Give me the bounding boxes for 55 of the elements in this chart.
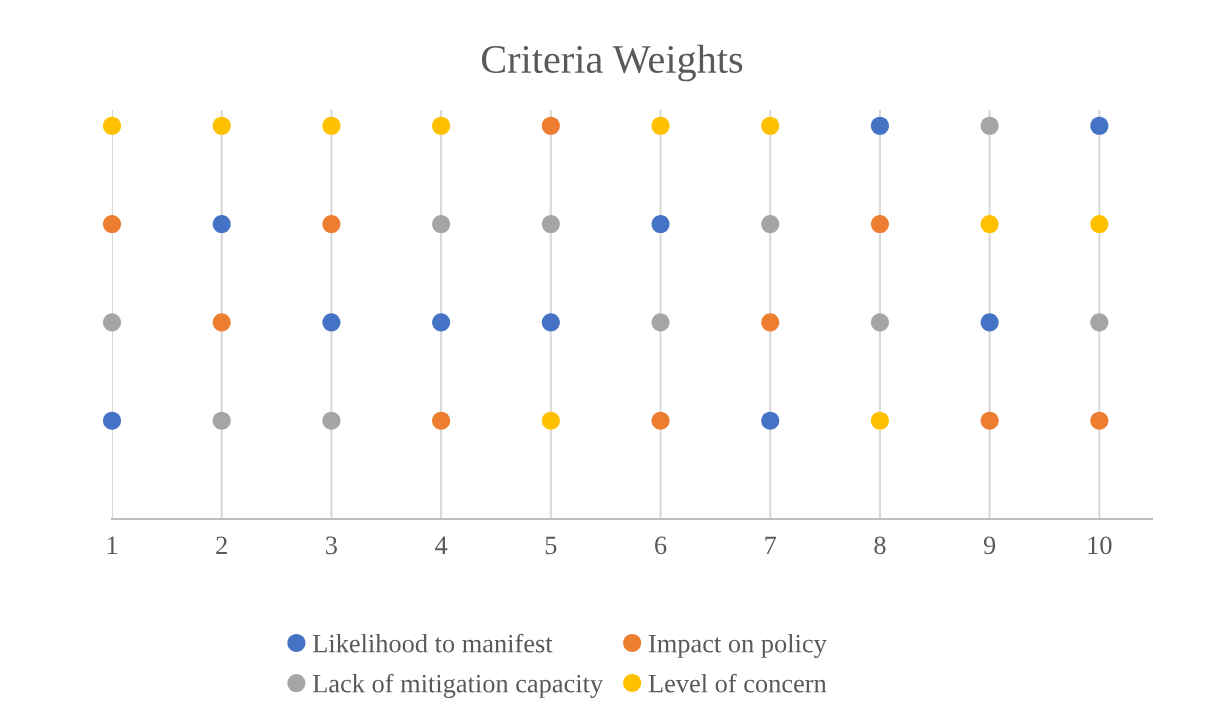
point: [432, 411, 451, 430]
point: [761, 214, 780, 234]
point: [1090, 116, 1109, 135]
point: [541, 214, 560, 234]
point: [651, 214, 670, 234]
point: [102, 214, 122, 234]
point: [212, 116, 231, 135]
point: [980, 116, 999, 135]
point: [870, 411, 889, 430]
point: [102, 116, 122, 135]
point: [322, 313, 341, 332]
x-tick-label: 3: [326, 536, 337, 555]
point: [870, 116, 889, 135]
point: [980, 313, 999, 332]
legend-label: Likelihood to manifest: [312, 633, 553, 653]
point: [1090, 313, 1109, 332]
x-tick-label: 10: [1088, 536, 1112, 555]
point: [541, 411, 560, 430]
chart-title: Criteria Weights: [481, 44, 743, 82]
point: [980, 214, 999, 234]
point: [432, 214, 451, 234]
point: [651, 313, 670, 332]
point: [212, 313, 231, 332]
x-tick-label: 2: [216, 536, 227, 554]
point: [102, 313, 122, 332]
point: [432, 116, 451, 135]
point: [761, 313, 780, 332]
x-tick-label: 7: [765, 536, 777, 554]
point: [761, 116, 780, 135]
point: [1090, 411, 1109, 430]
x-tick-label: 8: [874, 536, 886, 555]
point: [432, 313, 451, 332]
x-tick-label: 5: [545, 536, 557, 555]
point: [102, 411, 122, 430]
point: [322, 411, 341, 430]
point: [322, 214, 341, 234]
point: [651, 411, 670, 430]
legend-label: Lack of mitigation capacity: [312, 673, 604, 698]
point: [870, 214, 889, 234]
point: [980, 411, 999, 430]
point: [212, 214, 231, 234]
point: [212, 411, 231, 430]
point: [541, 116, 560, 135]
point: [870, 313, 889, 332]
x-tick-label: 6: [655, 536, 667, 555]
x-tick-label: 4: [435, 536, 448, 554]
point: [761, 411, 780, 430]
point: [651, 116, 670, 135]
point: [322, 116, 341, 135]
legend-label: Level of concern: [648, 673, 827, 693]
point: [541, 313, 560, 332]
point: [1090, 214, 1109, 234]
x-tick-label: 9: [983, 536, 996, 555]
legend-label: Impact on policy: [648, 633, 827, 658]
x-tick-label: 1: [107, 536, 118, 554]
